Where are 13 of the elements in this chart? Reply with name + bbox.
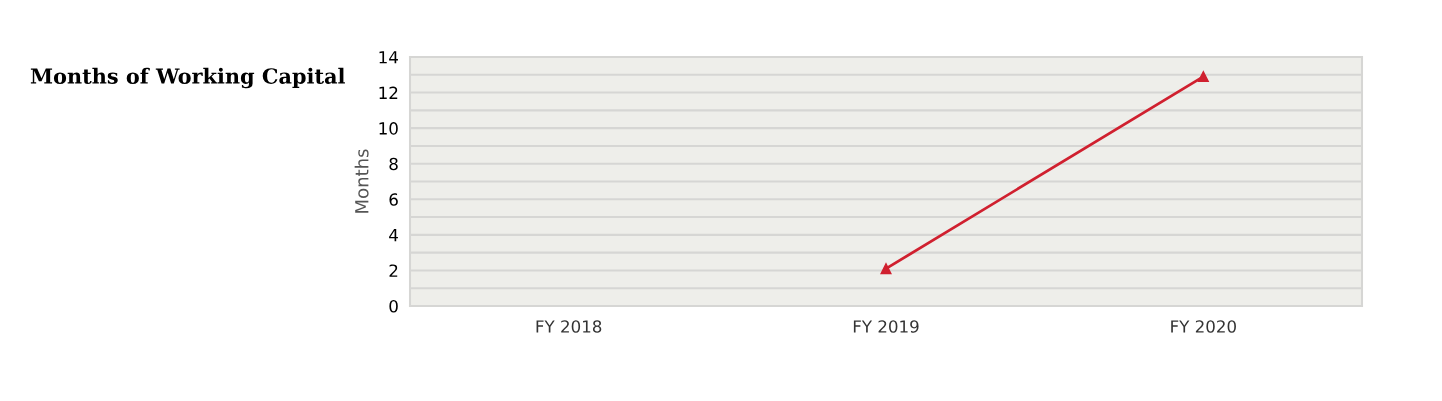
y-tick-label: 12 bbox=[379, 86, 398, 99]
y-tick-label: 14 bbox=[379, 51, 398, 64]
x-tick-label: FY 2018 bbox=[536, 320, 602, 333]
y-tick-label: 10 bbox=[379, 122, 398, 135]
x-tick-label: FY 2020 bbox=[1171, 320, 1236, 333]
y-tick-label: 2 bbox=[389, 264, 398, 277]
y-axis-title: Months bbox=[354, 149, 369, 213]
text: Months of Working Capital bbox=[30, 67, 345, 89]
y-tick-label: 6 bbox=[389, 193, 398, 206]
y-tick-label: 0 bbox=[389, 299, 398, 313]
x-tick-label: FY 2019 bbox=[853, 320, 919, 333]
y-tick-label: 4 bbox=[389, 229, 398, 242]
y-tick-label: 8 bbox=[389, 157, 398, 171]
